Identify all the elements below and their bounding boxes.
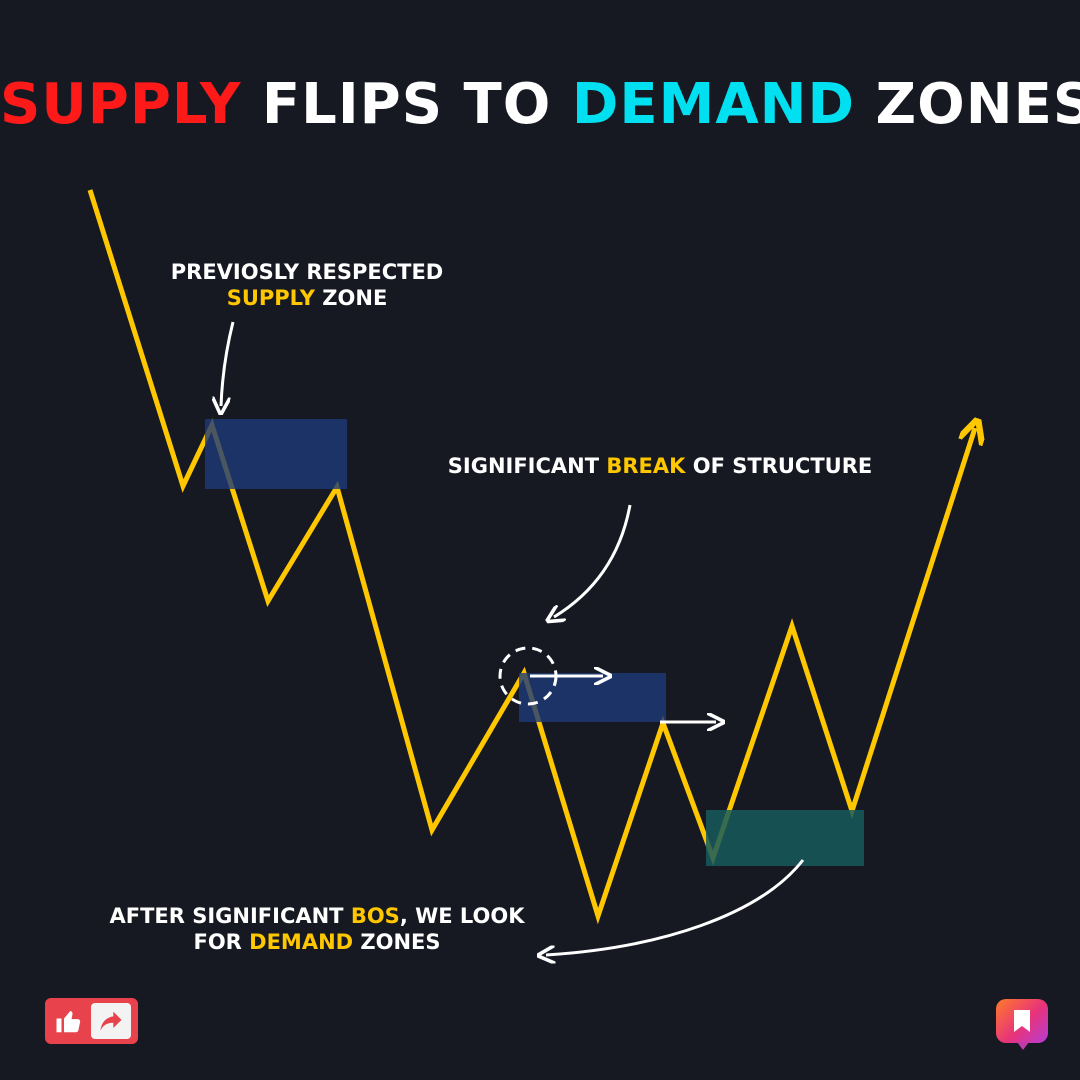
demand-annotation-pre: AFTER SIGNIFICANT [109,904,344,928]
title-flips-to: FLIPS TO [261,72,552,137]
bos-annotation: SIGNIFICANT BREAK OF STRUCTURE [400,453,920,479]
title-demand: DEMAND [571,72,856,137]
demand-annotation-highlight: DEMAND [249,930,354,954]
page-title: SUPPLY FLIPS TO DEMAND ZONES [0,72,1080,137]
demand-annotation-line2-pre: FOR [193,930,242,954]
flipped-zone-box [519,673,666,722]
supply-annotation-highlight: SUPPLY [226,286,315,310]
demand-annotation: AFTER SIGNIFICANT BOS, WE LOOK FOR DEMAN… [62,903,572,955]
bos-pointer-arrow [554,504,632,617]
title-supply: SUPPLY [0,72,242,137]
supply-annotation-rest: ZONE [322,286,388,310]
supply-zone-annotation: PREVIOSLY RESPECTED SUPPLY ZONE [132,259,482,311]
bookmark-icon[interactable] [996,999,1048,1050]
demand-annotation-line2-post: ZONES [360,930,441,954]
demand-pointer-arrow [546,859,805,955]
share-arrow-icon[interactable] [91,1003,131,1039]
title-zones: ZONES [875,72,1080,137]
demand-annotation-post: , WE LOOK [399,904,525,928]
like-share-widget [45,998,138,1044]
bos-annotation-pre: SIGNIFICANT [447,454,600,478]
bos-annotation-post: OF STRUCTURE [692,454,873,478]
thumbs-up-icon[interactable] [51,1003,87,1039]
supply-annotation-line1: PREVIOSLY RESPECTED [170,260,444,284]
supply-pointer-arrow [221,321,235,406]
bos-annotation-highlight: BREAK [606,454,686,478]
demand-annotation-bos: BOS [350,904,400,928]
demand-zone-box [706,810,864,866]
supply-zone-box [205,419,347,489]
